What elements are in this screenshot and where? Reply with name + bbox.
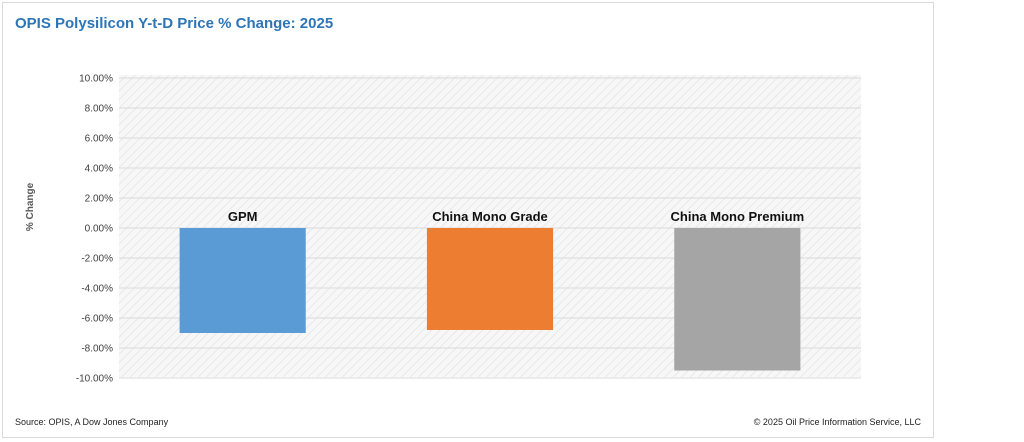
- y-tick-label: -10.00%: [76, 374, 113, 385]
- bar-china-mono-grade: [426, 228, 554, 330]
- chart-title: OPIS Polysilicon Y-t-D Price % Change: 2…: [15, 15, 334, 32]
- y-tick-label: -2.00%: [81, 254, 113, 265]
- copyright-note: © 2025 Oil Price Information Service, LL…: [753, 417, 921, 427]
- y-tick-label: -8.00%: [81, 344, 113, 355]
- y-tick-label: -4.00%: [81, 284, 113, 295]
- y-tick-label: 2.00%: [85, 194, 113, 205]
- category-label: GPM: [228, 209, 258, 224]
- bars: [179, 228, 801, 371]
- category-labels: GPM China Mono Grade China Mono Premium: [228, 209, 804, 224]
- y-tick-label: -6.00%: [81, 314, 113, 325]
- y-tick-label: 8.00%: [85, 104, 113, 115]
- category-label: China Mono Grade: [432, 209, 548, 224]
- y-tick-label: 4.00%: [85, 164, 113, 175]
- category-label: China Mono Premium: [671, 209, 805, 224]
- bar-gpm: [179, 228, 306, 333]
- y-axis-label: % Change: [25, 182, 36, 231]
- source-note: Source: OPIS, A Dow Jones Company: [15, 417, 169, 427]
- y-tick-label: 0.00%: [85, 224, 113, 235]
- chart-frame: OPIS Polysilicon Y-t-D Price % Change: 2…: [2, 2, 934, 438]
- y-tick-label: 10.00%: [79, 74, 113, 85]
- y-tick-label: 6.00%: [85, 134, 113, 145]
- y-axis-ticks: -10.00% -8.00% -6.00% -4.00% -2.00% 0.00% 2.00…: [76, 74, 113, 385]
- bar-chart: -10.00% -8.00% -6.00% -4.00% -2.00% 0.00% 2.00…: [25, 74, 861, 385]
- bar-china-mono-premium: [674, 228, 801, 371]
